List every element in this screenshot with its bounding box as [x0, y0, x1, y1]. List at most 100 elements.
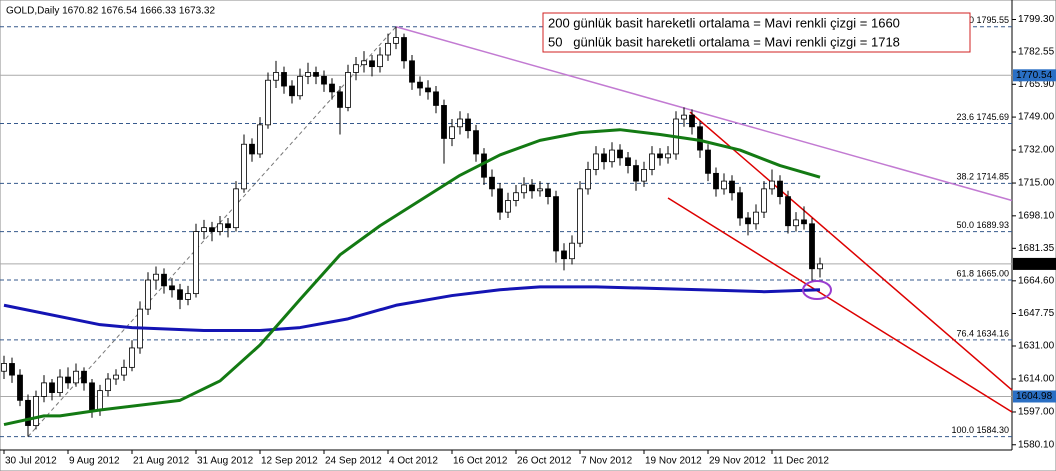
fib-label: 61.8 1665.00 [956, 268, 1009, 278]
y-tick-label: 1782.55 [1018, 47, 1055, 58]
y-tick-label: 1681.35 [1018, 243, 1055, 254]
annotation: 200 günlük basit hareketli ortalama = Ma… [548, 15, 900, 30]
plot: 1799.30 1782.55 1765.90 1749.00 1732.00 1715.… [0, 14, 1055, 467]
price-tag-label: 1673.32 [1016, 259, 1053, 270]
candle-body [681, 114, 687, 120]
candle-body [369, 60, 375, 68]
candle-body [777, 180, 783, 198]
fib-label: 23.6 1745.69 [956, 112, 1009, 122]
candle-body [689, 114, 695, 128]
candle-body [633, 165, 639, 182]
candle-body [697, 126, 703, 151]
candle-body [265, 79, 271, 126]
candle-body [177, 289, 183, 300]
candle-body [49, 382, 55, 393]
candle-body [617, 149, 623, 159]
candle-body [449, 126, 455, 139]
y-tick-label: 1698.10 [1018, 210, 1055, 221]
candle-body [17, 374, 23, 401]
candle-body [297, 75, 303, 97]
candle-body [329, 83, 335, 93]
price-tag-label: 1604.98 [1016, 391, 1053, 402]
candle-body [521, 184, 527, 194]
candle-body [585, 169, 591, 190]
candle-body [649, 153, 655, 170]
candle-body [401, 37, 407, 62]
candle-body [209, 227, 215, 232]
candle-body [601, 153, 607, 163]
fib-label: 0.0 1795.55 [961, 15, 1009, 25]
x-tick-label: 9 Aug 2012 [69, 456, 120, 467]
candle-body [441, 105, 447, 139]
candle-body [153, 273, 159, 281]
candle-body [161, 273, 167, 287]
candle-body [801, 219, 807, 225]
fib-label: 38.2 1714.85 [956, 172, 1009, 182]
candle-body [385, 42, 391, 56]
moving-average [3, 285, 821, 332]
candle-body [729, 180, 735, 194]
y-tick-label: 1580.10 [1018, 439, 1055, 450]
chart-title: GOLD,Daily 1670.82 1676.54 1666.33 1673.… [6, 6, 215, 17]
candle-body [89, 382, 95, 411]
candle-body [809, 223, 815, 270]
candle-body [113, 374, 119, 380]
candle-body [793, 219, 799, 227]
x-tick-label: 4 Oct 2012 [389, 456, 438, 467]
candle-body [417, 81, 423, 89]
x-tick-label: 7 Nov 2012 [581, 456, 633, 467]
candle-body [57, 376, 63, 393]
candle-body [185, 293, 191, 300]
price-tag [1013, 69, 1056, 82]
candle-body [497, 188, 503, 213]
candle-body [433, 91, 439, 106]
candle-body [769, 180, 775, 190]
annotation: 50 günlük basit hareketli ortalama = Mav… [548, 34, 900, 49]
candle-body [561, 250, 567, 260]
candle-body [761, 188, 767, 213]
candle-body [201, 227, 207, 232]
candle-body [97, 390, 103, 411]
candle-body [145, 279, 151, 310]
candle-body [361, 60, 367, 66]
candle-body [321, 75, 327, 85]
moving-average [3, 128, 821, 427]
candle-body [9, 363, 15, 376]
x-tick-label: 16 Oct 2012 [453, 456, 508, 467]
candle-body [41, 382, 47, 397]
candle-body [753, 211, 759, 225]
y-tick-label: 1715.00 [1018, 178, 1055, 189]
candle-body [121, 366, 127, 376]
y-tick-label: 1749.00 [1018, 112, 1055, 123]
candle-body [465, 118, 471, 132]
candle-body [249, 143, 255, 155]
candle-body [1, 363, 7, 372]
candle-body [641, 169, 647, 182]
candle-body [577, 188, 583, 244]
price-tag [1013, 257, 1056, 270]
x-tick-label: 26 Oct 2012 [517, 456, 572, 467]
candle-body [337, 91, 343, 108]
fib-label: 100.0 1584.30 [951, 425, 1009, 435]
y-tick-label: 1732.00 [1018, 145, 1055, 156]
y-tick-label: 1799.30 [1018, 14, 1055, 25]
y-tick-label: 1664.60 [1018, 275, 1055, 286]
candle-body [281, 72, 287, 87]
x-tick-label: 29 Nov 2012 [709, 456, 766, 467]
candle-body [553, 196, 559, 252]
candle-body [193, 231, 199, 295]
price-tag-label: 1770.54 [1016, 70, 1053, 81]
candle-body [65, 376, 71, 384]
candle-body [313, 72, 319, 77]
candle-body [257, 124, 263, 155]
candle-body [241, 143, 247, 190]
candle-body [289, 85, 295, 97]
candle-body [409, 60, 415, 83]
candle-body [217, 223, 223, 232]
y-tick-label: 1614.00 [1018, 374, 1055, 385]
y-tick-label: 1765.90 [1018, 79, 1055, 90]
candle-body [345, 72, 351, 108]
trend-line [667, 197, 1013, 413]
